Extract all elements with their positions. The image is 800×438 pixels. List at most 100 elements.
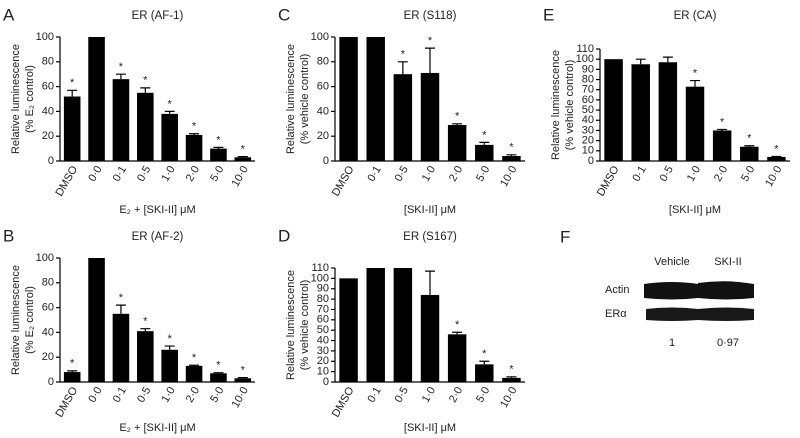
bar <box>712 130 732 161</box>
bar <box>161 113 178 161</box>
significance-star: * <box>774 143 779 155</box>
bar <box>185 365 203 382</box>
bar <box>137 331 154 382</box>
x-tick-label: 5·0 <box>208 164 226 184</box>
significance-star: * <box>693 67 698 79</box>
y-tick-label: 100 <box>36 252 54 264</box>
bar <box>112 79 130 161</box>
bar <box>234 157 252 161</box>
significance-star: * <box>70 358 75 370</box>
error-bar <box>140 87 151 93</box>
y-tick-label: 10 <box>317 366 329 378</box>
x-tick-label: DMSO <box>595 164 622 199</box>
bar-chart: C ER (S118) Relative luminescence (% vehicl… <box>278 5 525 216</box>
x-tick-label: DMSO <box>330 385 357 420</box>
x-tick-label: 1·0 <box>159 385 177 405</box>
y-tick-label: 60 <box>42 302 54 314</box>
x-tick-label: DMSO <box>53 385 80 420</box>
band <box>644 282 698 300</box>
x-tick-label: 2·0 <box>447 164 465 184</box>
y-axis-label: (% vehicle control) <box>299 280 311 370</box>
significance-star: * <box>168 98 173 110</box>
x-axis-label: E₂ + [SKI-II] μM <box>119 204 195 216</box>
bar <box>604 59 623 161</box>
y-tick-label: 30 <box>317 345 329 357</box>
bar <box>88 37 105 161</box>
y-tick-label: 110 <box>576 43 594 55</box>
significance-star: * <box>747 133 752 145</box>
bar <box>339 278 358 382</box>
significance-star: * <box>455 111 460 123</box>
x-tick-label: 0·5 <box>393 164 411 184</box>
y-axis-label: Relative luminescence <box>10 44 22 154</box>
bar <box>658 62 678 162</box>
x-tick-label: 0·1 <box>111 164 129 184</box>
x-tick-label: 0·5 <box>658 164 676 184</box>
row-label: Actin <box>605 284 629 296</box>
x-tick-label: 1·0 <box>159 164 177 184</box>
error-bar <box>140 328 151 332</box>
significance-star: * <box>428 35 433 47</box>
error-bar <box>213 372 224 374</box>
y-tick-label: 0 <box>323 376 329 388</box>
bar <box>740 146 759 161</box>
x-tick-label: 2·0 <box>712 164 730 184</box>
y-tick-label: 0 <box>588 155 594 167</box>
x-tick-label: 0·1 <box>365 164 383 184</box>
y-tick-label: 100 <box>311 31 329 43</box>
error-bar <box>237 156 248 158</box>
significance-star: * <box>482 348 487 360</box>
bar <box>185 134 203 161</box>
quantification: 1 <box>669 337 675 349</box>
x-tick-label: 0·1 <box>365 385 383 405</box>
panel-letter: F <box>560 227 570 246</box>
error-bar <box>115 73 126 80</box>
y-tick-label: 50 <box>317 324 329 336</box>
x-tick-label: 10·0 <box>230 164 251 189</box>
x-axis-label: [SKI-II] μM <box>404 204 456 216</box>
chart-title: ER (S167) <box>403 231 457 243</box>
y-tick-label: 20 <box>317 130 329 142</box>
y-tick-label: 100 <box>311 272 329 284</box>
y-axis-label: Relative luminescence <box>285 44 297 154</box>
x-tick-label: 5·0 <box>208 385 226 405</box>
x-tick-label: 10·0 <box>498 385 519 410</box>
y-tick-label: 90 <box>582 63 594 75</box>
y-tick-label: 70 <box>317 303 329 315</box>
error-bar <box>717 128 728 131</box>
bar <box>161 349 178 382</box>
y-tick-label: 0 <box>48 376 54 388</box>
error-bar <box>67 370 78 373</box>
error-bar <box>189 364 200 366</box>
bar-chart: A ER (AF-1) Relative luminescence (% E₂ con… <box>3 5 255 216</box>
y-tick-label: 80 <box>317 56 329 68</box>
y-tick-label: 60 <box>317 314 329 326</box>
y-tick-label: 50 <box>582 104 594 116</box>
y-tick-label: 70 <box>582 84 594 96</box>
error-bar <box>452 123 463 126</box>
panel-letter: E <box>543 5 554 24</box>
y-tick-label: 0 <box>323 155 329 167</box>
x-tick-label: 1·0 <box>420 385 438 405</box>
bar <box>420 72 440 161</box>
column-label: Vehicle <box>654 256 689 268</box>
x-tick-label: 0·1 <box>111 385 129 405</box>
error-bar <box>771 155 782 158</box>
significance-star: * <box>401 49 406 61</box>
x-tick-label: 0·1 <box>630 164 648 184</box>
chart-title: ER (AF-2) <box>132 231 184 243</box>
error-bar <box>397 61 408 75</box>
x-tick-label: 2·0 <box>184 385 202 405</box>
x-tick-label: 10·0 <box>498 164 519 189</box>
y-tick-label: 100 <box>576 53 594 65</box>
band <box>698 281 754 300</box>
bar <box>393 74 413 161</box>
y-tick-label: 80 <box>42 56 54 68</box>
bar <box>475 364 494 382</box>
western-blot: F Vehicle SKI-II Actin ERα 1 0·97 <box>560 227 754 349</box>
y-tick-label: 0 <box>48 155 54 167</box>
panel-letter: B <box>3 226 14 245</box>
x-axis-label: [SKI-II] μM <box>404 422 456 434</box>
panel-letter: A <box>3 5 15 24</box>
y-axis-label: (% vehicle control) <box>299 54 311 144</box>
